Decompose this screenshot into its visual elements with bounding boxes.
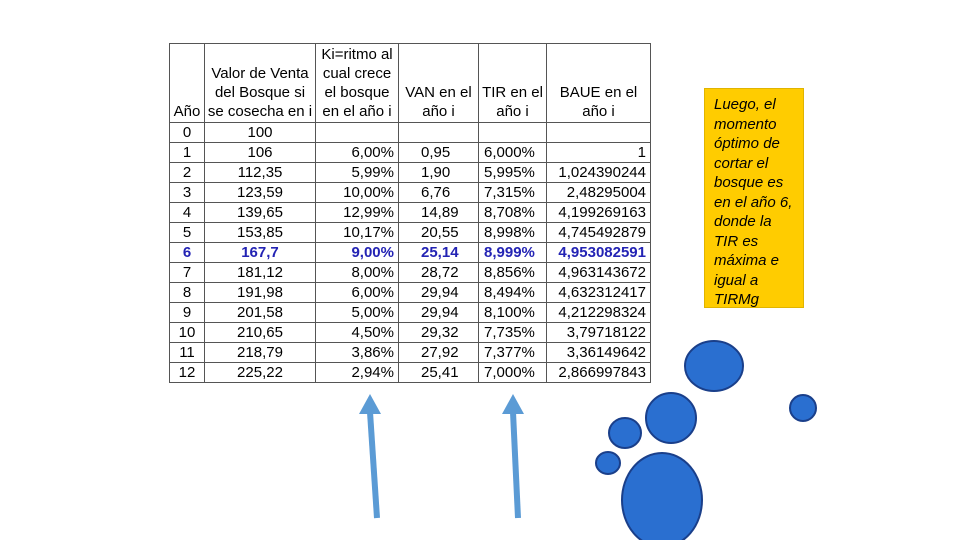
cell-van: 1,90 [398, 162, 479, 183]
header-value: Valor de Venta del Bosque si se cosecha … [204, 43, 316, 123]
table-row: 0 100 [169, 122, 651, 143]
cell-tir: 8,100% [478, 302, 547, 323]
cell-ki: 10,00% [315, 182, 399, 203]
paw-print-icon [595, 340, 817, 540]
cell-ki: 8,00% [315, 262, 399, 283]
cell-value: 225,22 [204, 362, 316, 383]
cell-ki: 9,00% [315, 242, 399, 263]
cell-van: 6,76 [398, 182, 479, 203]
table-row: 9 201,58 5,00% 29,94 8,100% 4,212298324 [169, 302, 651, 323]
table-header-row: Año Valor de Venta del Bosque si se cose… [169, 43, 651, 123]
cell-tir: 8,999% [478, 242, 547, 263]
cell-value: 201,58 [204, 302, 316, 323]
table-row: 11 218,79 3,86% 27,92 7,377% 3,36149642 [169, 342, 651, 363]
cell-year: 11 [169, 342, 205, 363]
cell-value: 181,12 [204, 262, 316, 283]
data-table: Año Valor de Venta del Bosque si se cose… [169, 43, 651, 383]
table-row: 1 106 6,00% 0,95 6,000% 1 [169, 142, 651, 163]
cell-baue: 4,212298324 [546, 302, 651, 323]
cell-tir: 7,735% [478, 322, 547, 343]
cell-baue: 2,866997843 [546, 362, 651, 383]
cell-baue: 4,963143672 [546, 262, 651, 283]
cell-van: 27,92 [398, 342, 479, 363]
table-row: 3 123,59 10,00% 6,76 7,315% 2,48295004 [169, 182, 651, 203]
cell-ki: 5,99% [315, 162, 399, 183]
cell-tir: 8,856% [478, 262, 547, 283]
cell-tir: 7,315% [478, 182, 547, 203]
cell-tir: 5,995% [478, 162, 547, 183]
note-text: Luego, el momento óptimo de cortar el bo… [714, 96, 793, 308]
note-box: Luego, el momento óptimo de cortar el bo… [704, 88, 804, 308]
table-row: 7 181,12 8,00% 28,72 8,856% 4,963143672 [169, 262, 651, 283]
cell-value: 191,98 [204, 282, 316, 303]
cell-baue: 1,024390244 [546, 162, 651, 183]
cell-baue: 4,953082591 [546, 242, 651, 263]
cell-value: 106 [204, 142, 316, 163]
up-arrow-icon [502, 394, 524, 519]
cell-van: 25,41 [398, 362, 479, 383]
cell-baue: 4,745492879 [546, 222, 651, 243]
table-row: 12 225,22 2,94% 25,41 7,000% 2,866997843 [169, 362, 651, 383]
cell-ki: 10,17% [315, 222, 399, 243]
header-baue: BAUE en el año i [546, 43, 651, 123]
table-body: 0 100 1 106 6,00% 0,95 6,000% 1 2 112,35 5,99% 1,90… [169, 122, 651, 383]
table-row: 6 167,7 9,00% 25,14 8,999% 4,953082591 [169, 242, 651, 263]
up-arrow-icon [359, 394, 381, 519]
cell-tir: 7,000% [478, 362, 547, 383]
cell-baue: 2,48295004 [546, 182, 651, 203]
cell-value: 100 [204, 122, 316, 143]
table-row: 8 191,98 6,00% 29,94 8,494% 4,632312417 [169, 282, 651, 303]
cell-ki: 6,00% [315, 142, 399, 163]
cell-year: 12 [169, 362, 205, 383]
cell-baue: 4,632312417 [546, 282, 651, 303]
cell-van: 20,55 [398, 222, 479, 243]
header-year: Año [169, 43, 205, 123]
header-ki: Ki=ritmo al cual crece el bosque en el a… [315, 43, 399, 123]
cell-tir: 7,377% [478, 342, 547, 363]
